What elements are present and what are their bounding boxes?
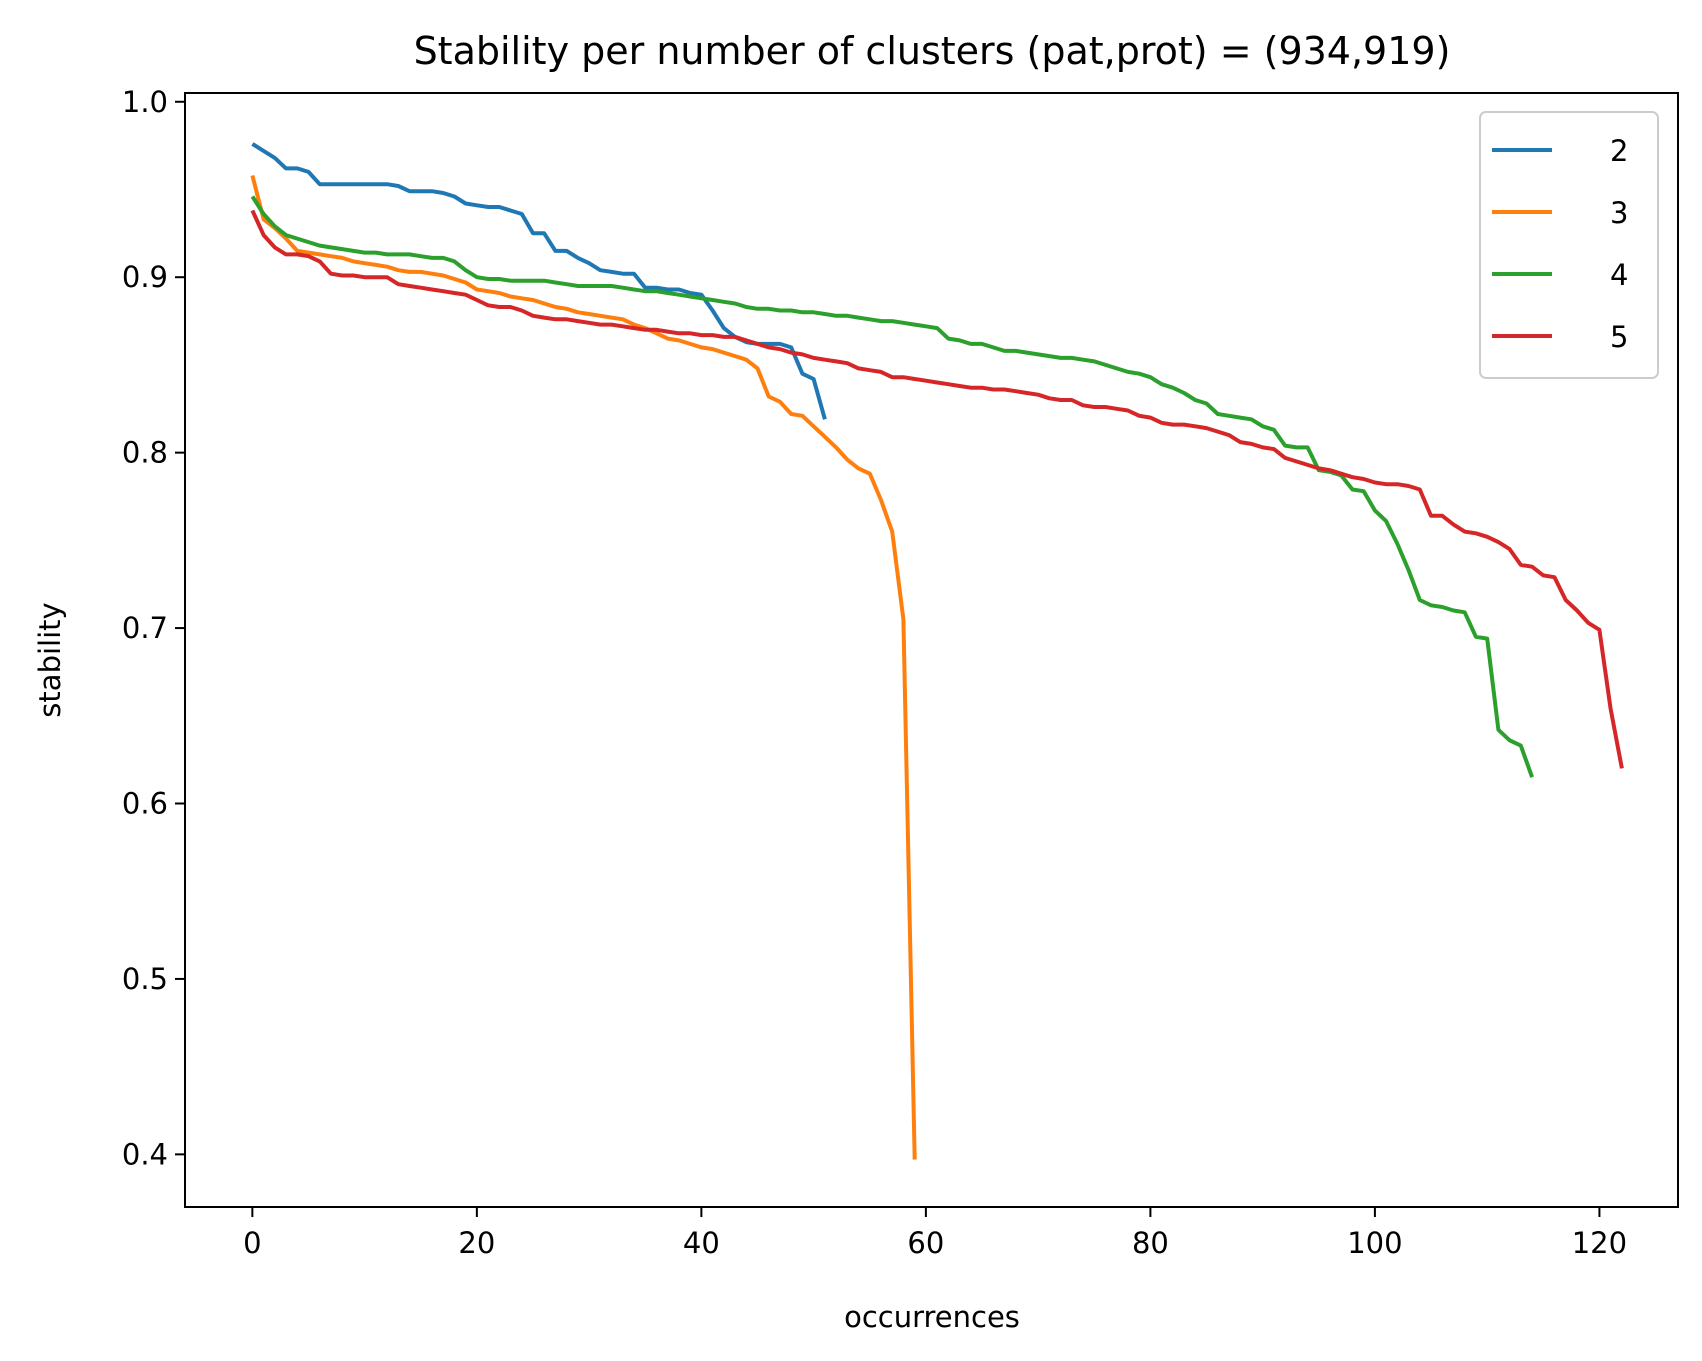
x-axis: 0 20 40 60 80 100 120 [243, 1207, 1627, 1260]
legend-label-5: 5 [1610, 320, 1628, 354]
legend: 2 3 4 5 [1479, 111, 1659, 379]
y-tick-label: 1.0 [122, 85, 168, 119]
x-tick-label: 40 [683, 1226, 720, 1260]
y-tick-label: 0.6 [122, 787, 168, 821]
series-line-3 [250, 175, 917, 1160]
chart-title: Stability per number of clusters (pat,pr… [414, 29, 1451, 73]
series-line-5 [250, 209, 1624, 769]
legend-label-3: 3 [1610, 196, 1628, 230]
x-tick-label: 100 [1347, 1226, 1402, 1260]
plot-lines [250, 142, 1624, 1160]
x-tick-label: 120 [1572, 1226, 1627, 1260]
series-line-2 [251, 142, 827, 420]
y-tick-label: 0.8 [122, 436, 168, 470]
x-tick-label: 80 [1132, 1226, 1169, 1260]
legend-label-2: 2 [1610, 134, 1628, 168]
x-tick-label: 0 [243, 1226, 261, 1260]
y-tick-label: 0.9 [122, 260, 168, 294]
legend-box [1479, 111, 1659, 379]
y-axis-label: stability [33, 602, 67, 717]
y-tick-label: 0.4 [122, 1137, 168, 1171]
legend-label-4: 4 [1610, 258, 1628, 292]
x-tick-label: 20 [458, 1226, 495, 1260]
y-tick-label: 0.7 [122, 611, 168, 645]
y-axis: 0.4 0.5 0.6 0.7 0.8 0.9 1.0 [122, 85, 185, 1171]
series-line-4 [250, 195, 1534, 778]
x-axis-label: occurrences [844, 1300, 1020, 1334]
x-tick-label: 60 [907, 1226, 944, 1260]
y-tick-label: 0.5 [122, 962, 168, 996]
plot-frame [184, 92, 1679, 1208]
